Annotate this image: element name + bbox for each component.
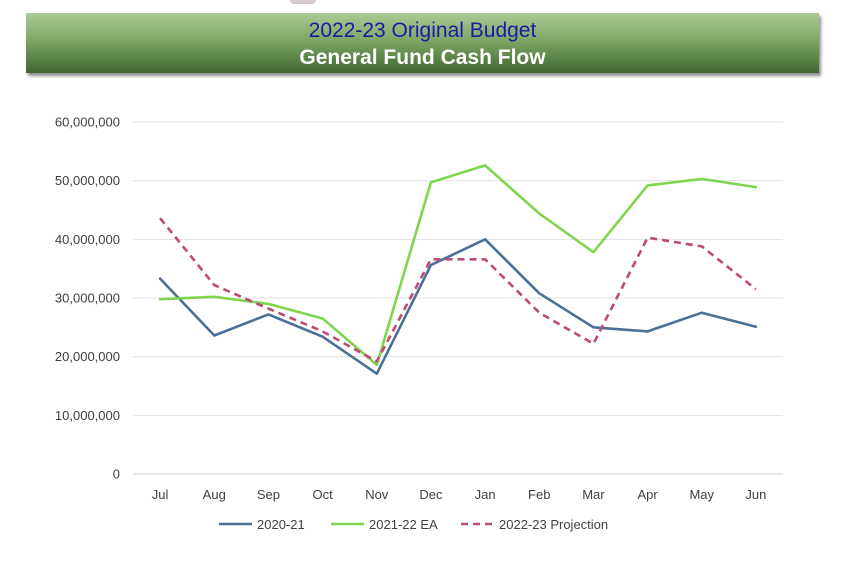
legend-label: 2022-23 Projection [499, 517, 608, 532]
y-tick-label: 30,000,000 [55, 291, 120, 306]
x-tick-label: Aug [203, 487, 226, 502]
chart-title: 2022-23 Original Budget [308, 19, 537, 42]
chart-subtitle: General Fund Cash Flow [299, 46, 546, 69]
series-line-3 [159, 217, 757, 363]
x-tick-label: Sep [257, 487, 280, 502]
y-tick-label: 20,000,000 [55, 349, 120, 364]
series-line-2 [158, 164, 758, 367]
y-tick-label: 40,000,000 [55, 232, 120, 247]
y-tick-label: 10,000,000 [55, 408, 120, 423]
x-tick-label: Apr [637, 487, 658, 502]
legend: 2020-21 2021-22 EA 2022-23 Projection [219, 517, 608, 532]
y-axis-ticks: 0 10,000,000 20,000,000 30,000,000 40,000,00… [55, 115, 120, 482]
series-lines [158, 164, 758, 376]
y-tick-label: 50,000,000 [55, 173, 120, 188]
x-tick-label: Jul [152, 487, 169, 502]
y-tick-label: 0 [113, 467, 120, 482]
x-tick-label: Nov [365, 487, 389, 502]
title-banner: 2022-23 Original Budget General Fund Cas… [26, 13, 819, 73]
x-tick-label: May [689, 487, 714, 502]
x-tick-label: Dec [419, 487, 443, 502]
x-tick-label: Mar [582, 487, 605, 502]
x-tick-label: Jan [475, 487, 496, 502]
x-tick-label: Feb [528, 487, 550, 502]
gridlines [133, 121, 783, 475]
x-tick-label: Jun [745, 487, 766, 502]
y-tick-label: 60,000,000 [55, 115, 120, 130]
header-ornament [290, 0, 316, 4]
legend-label: 2020-21 [257, 517, 305, 532]
series-line-1 [158, 238, 758, 376]
x-axis-ticks: Jul Aug Sep Oct Nov Dec Jan Feb Mar Apr May Jun [152, 487, 767, 502]
x-tick-label: Oct [312, 487, 333, 502]
legend-label: 2021-22 EA [369, 517, 438, 532]
